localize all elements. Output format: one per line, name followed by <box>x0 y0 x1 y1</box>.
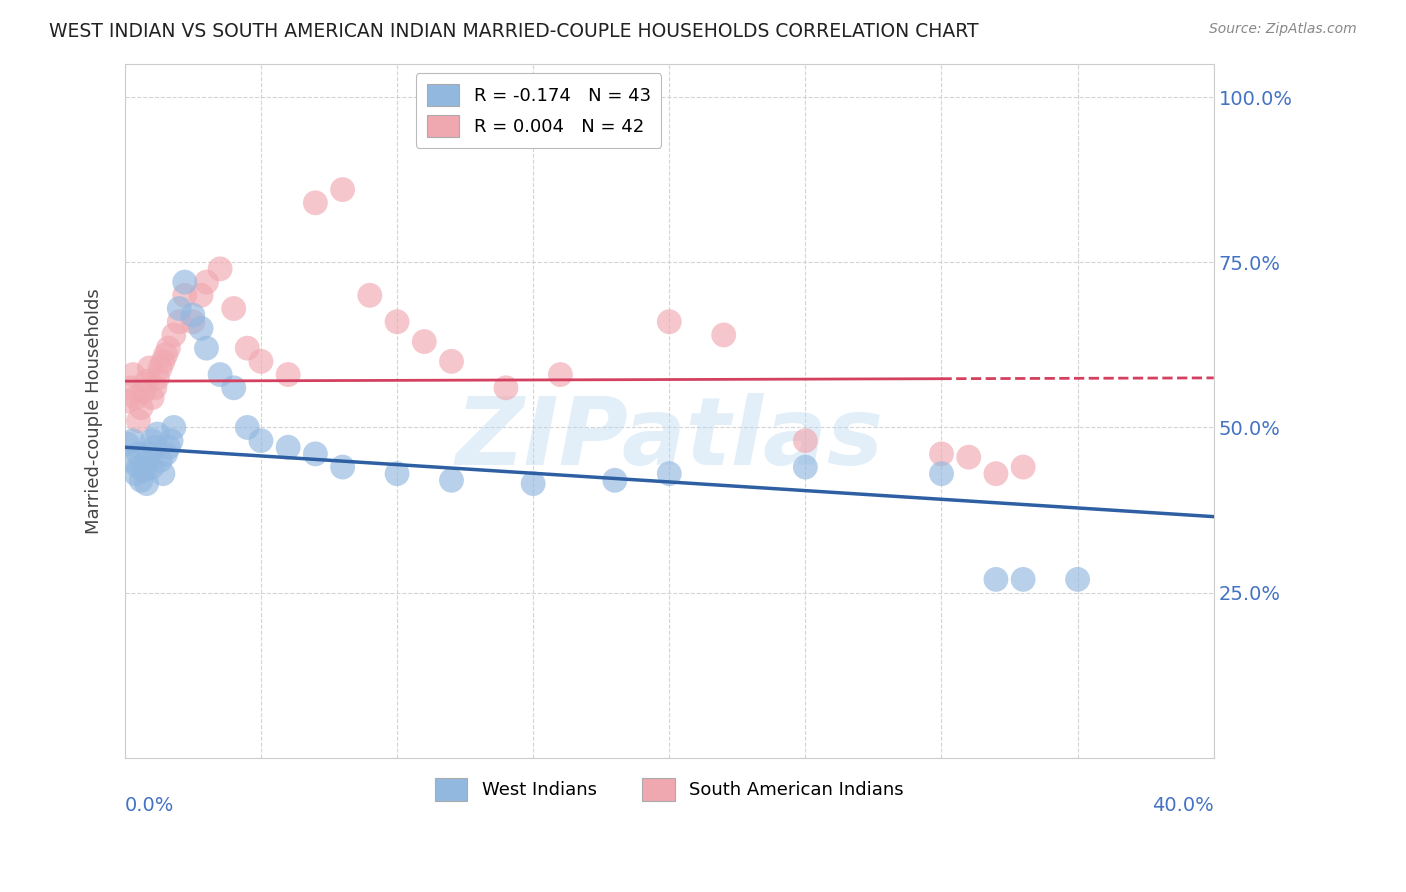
Point <box>190 288 212 302</box>
Point <box>169 315 191 329</box>
Point <box>250 434 273 448</box>
Point <box>149 361 172 376</box>
Point <box>931 467 953 481</box>
Point <box>173 288 195 302</box>
Text: 40.0%: 40.0% <box>1152 796 1213 815</box>
Point <box>931 447 953 461</box>
Point <box>304 195 326 210</box>
Point <box>713 327 735 342</box>
Point <box>332 460 354 475</box>
Point <box>152 354 174 368</box>
Point <box>236 341 259 355</box>
Point <box>250 354 273 368</box>
Point <box>132 463 155 477</box>
Text: 0.0%: 0.0% <box>125 796 174 815</box>
Point <box>143 440 166 454</box>
Point <box>117 394 139 409</box>
Point <box>385 467 408 481</box>
Point <box>120 453 142 467</box>
Point <box>195 275 218 289</box>
Point <box>413 334 436 349</box>
Point <box>143 381 166 395</box>
Point <box>385 315 408 329</box>
Point <box>129 401 152 415</box>
Point <box>1012 460 1035 475</box>
Point <box>794 434 817 448</box>
Point <box>163 327 186 342</box>
Point <box>127 447 149 461</box>
Point <box>146 371 169 385</box>
Text: WEST INDIAN VS SOUTH AMERICAN INDIAN MARRIED-COUPLE HOUSEHOLDS CORRELATION CHART: WEST INDIAN VS SOUTH AMERICAN INDIAN MAR… <box>49 22 979 41</box>
Point <box>984 573 1007 587</box>
Point <box>135 476 157 491</box>
Point <box>125 467 148 481</box>
Point <box>141 434 163 448</box>
Point <box>127 414 149 428</box>
Point <box>658 315 681 329</box>
Point <box>181 315 204 329</box>
Point <box>332 183 354 197</box>
Point <box>984 467 1007 481</box>
Point <box>440 354 463 368</box>
Point <box>125 391 148 405</box>
Point <box>117 437 139 451</box>
Point <box>155 447 177 461</box>
Point <box>440 473 463 487</box>
Point <box>122 368 145 382</box>
Point <box>160 434 183 448</box>
Point <box>141 460 163 475</box>
Point <box>1066 573 1088 587</box>
Text: Source: ZipAtlas.com: Source: ZipAtlas.com <box>1209 22 1357 37</box>
Point <box>222 381 245 395</box>
Point <box>794 460 817 475</box>
Point <box>495 381 517 395</box>
Point <box>304 447 326 461</box>
Point <box>522 476 544 491</box>
Legend: West Indians, South American Indians: West Indians, South American Indians <box>427 772 911 808</box>
Point <box>209 261 232 276</box>
Y-axis label: Married-couple Households: Married-couple Households <box>86 288 103 533</box>
Point <box>169 301 191 316</box>
Text: ZIPatlas: ZIPatlas <box>456 392 883 484</box>
Point <box>138 447 160 461</box>
Point <box>222 301 245 316</box>
Point <box>195 341 218 355</box>
Point <box>127 460 149 475</box>
Point <box>359 288 381 302</box>
Point <box>155 348 177 362</box>
Point <box>135 453 157 467</box>
Point <box>173 275 195 289</box>
Point <box>129 473 152 487</box>
Point <box>190 321 212 335</box>
Point <box>132 384 155 398</box>
Point <box>122 434 145 448</box>
Point <box>152 467 174 481</box>
Point <box>146 427 169 442</box>
Point <box>603 473 626 487</box>
Point <box>957 450 980 465</box>
Point <box>1012 573 1035 587</box>
Point <box>658 467 681 481</box>
Point <box>138 361 160 376</box>
Point <box>277 440 299 454</box>
Point <box>181 308 204 322</box>
Point <box>236 420 259 434</box>
Point <box>157 341 180 355</box>
Point <box>277 368 299 382</box>
Point <box>141 391 163 405</box>
Point <box>120 381 142 395</box>
Point <box>163 420 186 434</box>
Point <box>157 440 180 454</box>
Point <box>209 368 232 382</box>
Point <box>135 374 157 388</box>
Point <box>149 453 172 467</box>
Point <box>550 368 572 382</box>
